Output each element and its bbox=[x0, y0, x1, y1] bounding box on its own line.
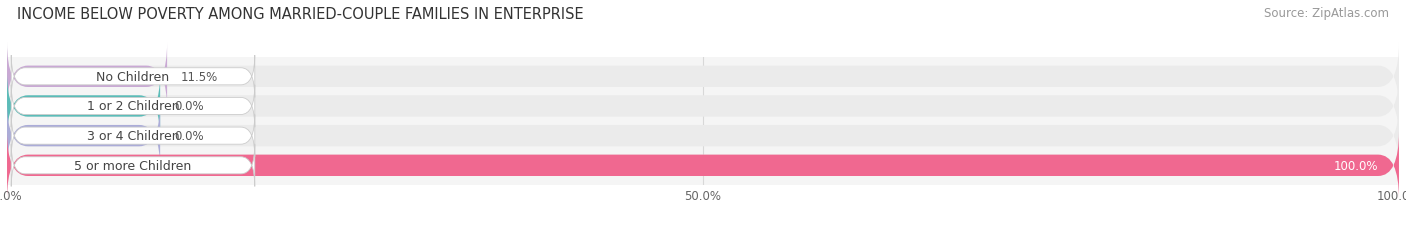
FancyBboxPatch shape bbox=[11, 85, 254, 128]
FancyBboxPatch shape bbox=[7, 73, 1399, 140]
Text: 1 or 2 Children: 1 or 2 Children bbox=[87, 100, 180, 113]
Text: 11.5%: 11.5% bbox=[181, 70, 218, 83]
Text: No Children: No Children bbox=[97, 70, 170, 83]
Text: 3 or 4 Children: 3 or 4 Children bbox=[87, 130, 180, 143]
FancyBboxPatch shape bbox=[11, 145, 254, 187]
FancyBboxPatch shape bbox=[7, 132, 1399, 199]
FancyBboxPatch shape bbox=[7, 102, 160, 170]
FancyBboxPatch shape bbox=[7, 43, 167, 111]
Text: INCOME BELOW POVERTY AMONG MARRIED-COUPLE FAMILIES IN ENTERPRISE: INCOME BELOW POVERTY AMONG MARRIED-COUPL… bbox=[17, 7, 583, 22]
FancyBboxPatch shape bbox=[7, 132, 1399, 199]
FancyBboxPatch shape bbox=[11, 115, 254, 157]
FancyBboxPatch shape bbox=[7, 102, 1399, 170]
Text: 5 or more Children: 5 or more Children bbox=[75, 159, 191, 172]
Text: Source: ZipAtlas.com: Source: ZipAtlas.com bbox=[1264, 7, 1389, 20]
FancyBboxPatch shape bbox=[7, 43, 1399, 111]
Text: 0.0%: 0.0% bbox=[174, 100, 204, 113]
Text: 0.0%: 0.0% bbox=[174, 130, 204, 143]
Text: 100.0%: 100.0% bbox=[1333, 159, 1378, 172]
FancyBboxPatch shape bbox=[7, 73, 160, 140]
FancyBboxPatch shape bbox=[11, 56, 254, 98]
